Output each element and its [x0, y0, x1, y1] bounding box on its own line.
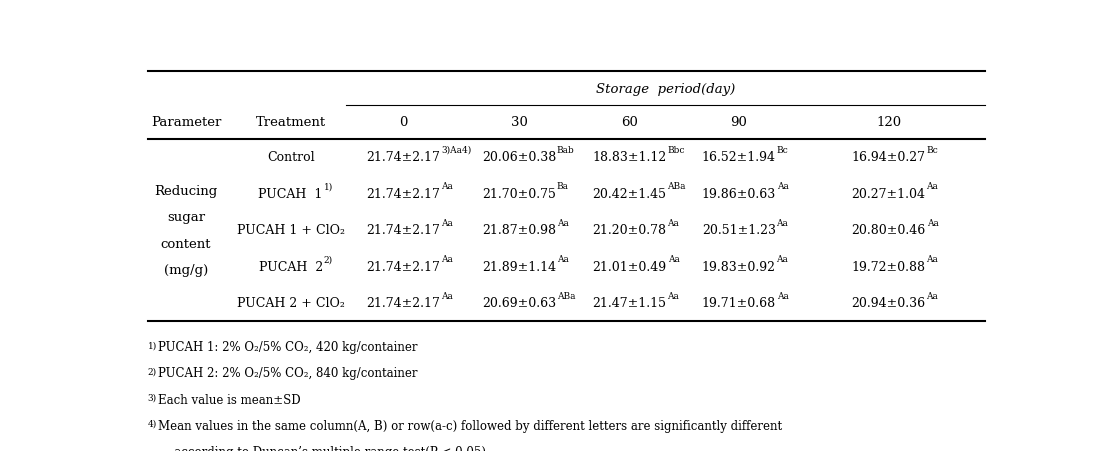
Text: Treatment: Treatment: [256, 116, 325, 129]
Text: 20.94±0.36: 20.94±0.36: [852, 297, 925, 310]
Text: Bbc: Bbc: [668, 145, 685, 154]
Text: 1): 1): [324, 182, 333, 191]
Text: PUCAH 1: 2% O₂/5% CO₂, 420 kg/container: PUCAH 1: 2% O₂/5% CO₂, 420 kg/container: [157, 341, 418, 354]
Text: content: content: [160, 237, 211, 250]
Text: 90: 90: [730, 116, 747, 129]
Text: 20.27±1.04: 20.27±1.04: [852, 188, 925, 200]
Text: Mean values in the same column(A, B) or row(a-c) followed by different letters a: Mean values in the same column(A, B) or …: [157, 419, 781, 432]
Text: PUCAH 2 + ClO₂: PUCAH 2 + ClO₂: [236, 297, 345, 310]
Text: 3)Aa4): 3)Aa4): [441, 145, 471, 154]
Text: 21.89±1.14: 21.89±1.14: [481, 260, 556, 273]
Text: Control: Control: [267, 151, 314, 164]
Text: Aa: Aa: [926, 182, 939, 191]
Text: Aa: Aa: [926, 218, 939, 227]
Text: 30: 30: [511, 116, 528, 129]
Text: Aa: Aa: [557, 218, 568, 227]
Text: 21.47±1.15: 21.47±1.15: [592, 297, 667, 310]
Text: 3): 3): [147, 393, 157, 402]
Text: 19.86±0.63: 19.86±0.63: [701, 188, 776, 200]
Text: Aa: Aa: [557, 255, 569, 264]
Text: 2): 2): [147, 367, 157, 376]
Text: Each value is mean±SD: Each value is mean±SD: [157, 393, 300, 406]
Text: Bc: Bc: [777, 145, 788, 154]
Text: 21.74±2.17: 21.74±2.17: [366, 151, 440, 164]
Text: 21.70±0.75: 21.70±0.75: [482, 188, 556, 200]
Text: PUCAH 2: 2% O₂/5% CO₂, 840 kg/container: PUCAH 2: 2% O₂/5% CO₂, 840 kg/container: [157, 367, 418, 380]
Text: Storage  period(day): Storage period(day): [596, 83, 735, 95]
Text: 20.69±0.63: 20.69±0.63: [481, 297, 556, 310]
Text: 16.94±0.27: 16.94±0.27: [852, 151, 925, 164]
Text: Aa: Aa: [777, 291, 788, 300]
Text: Aa: Aa: [777, 255, 788, 264]
Text: 1): 1): [147, 341, 157, 350]
Text: 2): 2): [324, 255, 333, 264]
Text: ABa: ABa: [557, 291, 576, 300]
Text: 120: 120: [876, 116, 901, 129]
Text: 18.83±1.12: 18.83±1.12: [592, 151, 667, 164]
Text: sugar: sugar: [167, 211, 206, 224]
Text: 20.51±1.23: 20.51±1.23: [701, 224, 776, 237]
Text: Aa: Aa: [777, 218, 788, 227]
Text: Parameter: Parameter: [151, 116, 221, 129]
Text: PUCAH  2: PUCAH 2: [258, 260, 323, 273]
Text: Reducing: Reducing: [154, 184, 218, 198]
Text: 21.74±2.17: 21.74±2.17: [366, 297, 440, 310]
Text: PUCAH 1 + ClO₂: PUCAH 1 + ClO₂: [236, 224, 345, 237]
Text: 19.72±0.88: 19.72±0.88: [852, 260, 925, 273]
Text: Ba: Ba: [557, 182, 569, 191]
Text: 21.20±0.78: 21.20±0.78: [592, 224, 667, 237]
Text: 0: 0: [399, 116, 408, 129]
Text: Bab: Bab: [557, 145, 575, 154]
Text: Aa: Aa: [667, 255, 679, 264]
Text: ABa: ABa: [667, 182, 686, 191]
Text: (mg/g): (mg/g): [164, 263, 208, 276]
Text: 4): 4): [147, 419, 157, 428]
Text: 16.52±1.94: 16.52±1.94: [701, 151, 776, 164]
Text: 21.01±0.49: 21.01±0.49: [592, 260, 667, 273]
Text: 20.42±1.45: 20.42±1.45: [592, 188, 667, 200]
Text: PUCAH  1: PUCAH 1: [258, 188, 323, 200]
Text: Aa: Aa: [441, 218, 453, 227]
Text: 19.83±0.92: 19.83±0.92: [701, 260, 776, 273]
Text: according to Duncan’s multiple range test(P < 0.05): according to Duncan’s multiple range tes…: [163, 445, 486, 451]
Text: Aa: Aa: [441, 291, 453, 300]
Text: 21.74±2.17: 21.74±2.17: [366, 188, 440, 200]
Text: 20.06±0.38: 20.06±0.38: [481, 151, 556, 164]
Text: 20.80±0.46: 20.80±0.46: [852, 224, 925, 237]
Text: Aa: Aa: [667, 218, 679, 227]
Text: Aa: Aa: [926, 291, 939, 300]
Text: Aa: Aa: [926, 255, 939, 264]
Text: Bc: Bc: [926, 145, 939, 154]
Text: 21.74±2.17: 21.74±2.17: [366, 260, 440, 273]
Text: 19.71±0.68: 19.71±0.68: [701, 297, 776, 310]
Text: 60: 60: [621, 116, 639, 129]
Text: Aa: Aa: [777, 182, 789, 191]
Text: Aa: Aa: [441, 255, 453, 264]
Text: Aa: Aa: [667, 291, 679, 300]
Text: Aa: Aa: [441, 182, 453, 191]
Text: 21.87±0.98: 21.87±0.98: [482, 224, 556, 237]
Text: 21.74±2.17: 21.74±2.17: [366, 224, 440, 237]
